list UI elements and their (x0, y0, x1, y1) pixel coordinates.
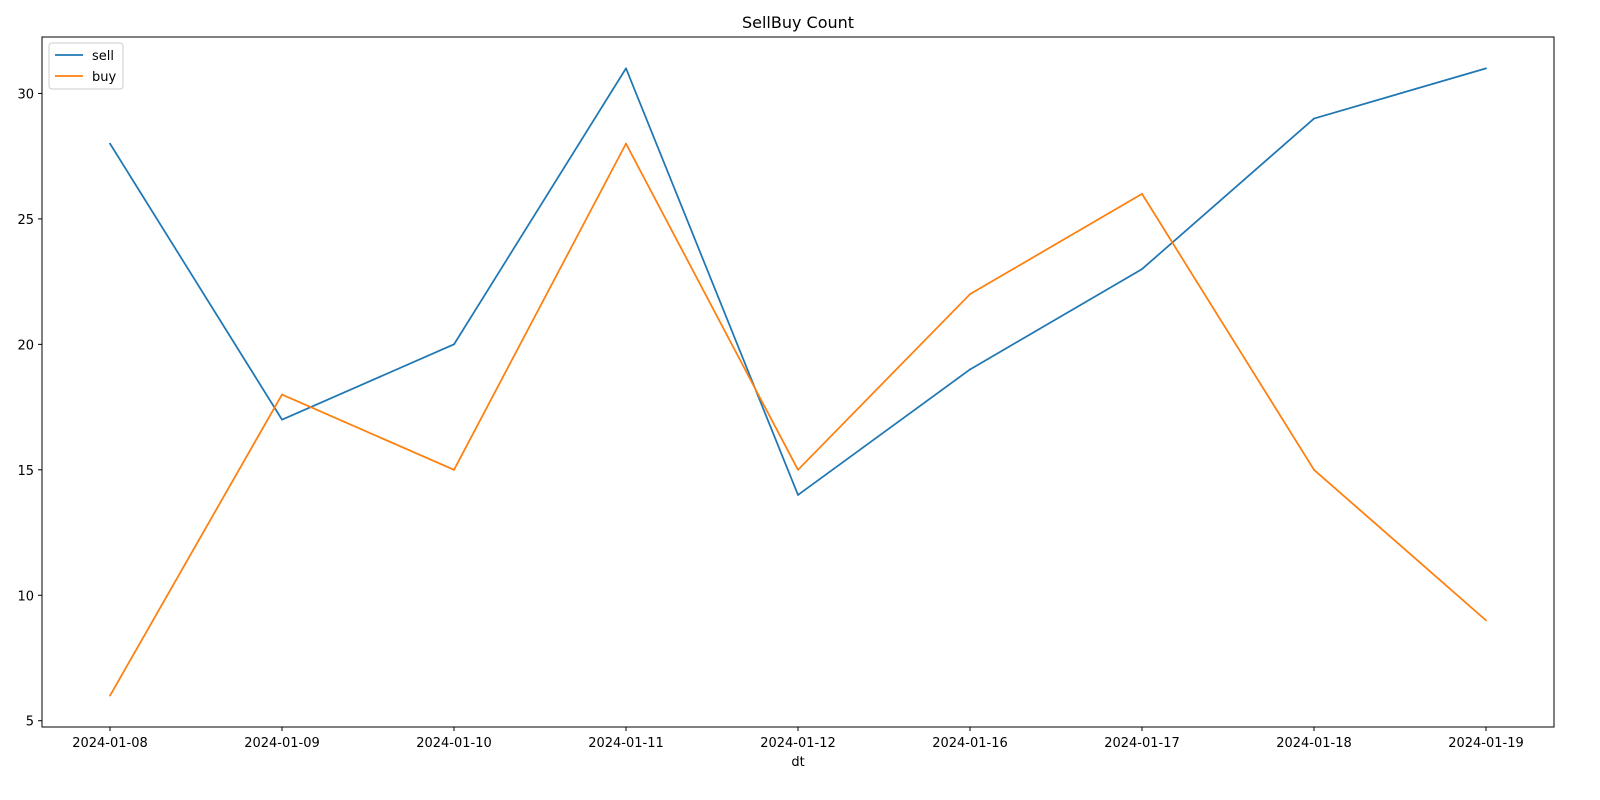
x-tick-label: 2024-01-11 (588, 736, 664, 751)
x-axis-label: dt (791, 755, 804, 770)
series-line-sell (109, 67, 1487, 496)
data-point-sell (109, 142, 111, 145)
data-point-sell (1313, 117, 1315, 120)
data-point-buy (625, 142, 627, 145)
chart-title: SellBuy Count (742, 13, 854, 32)
data-point-buy (1141, 192, 1143, 195)
x-axis: 2024-01-08 2024-01-09 2024-01-10 2024-01-11… (72, 727, 1524, 751)
legend-label-sell: sell (92, 49, 114, 64)
y-tick-label: 25 (17, 213, 34, 228)
y-tick-label: 5 (26, 715, 34, 730)
x-tick-label: 2024-01-10 (416, 736, 492, 751)
x-tick-label: 2024-01-09 (244, 736, 320, 751)
data-point-sell (281, 418, 283, 421)
data-point-sell (969, 368, 971, 371)
data-point-buy (797, 468, 799, 471)
plot-area (41, 36, 1555, 728)
data-point-sell (1485, 67, 1487, 70)
y-tick-label: 20 (17, 338, 34, 353)
data-point-sell (1141, 268, 1143, 270)
y-axis: 5 10 15 20 25 30 (17, 87, 42, 730)
legend: sell buy (48, 42, 124, 90)
x-tick-label: 2024-01-17 (1104, 736, 1180, 751)
legend-label-buy: buy (92, 70, 116, 85)
x-tick-label: 2024-01-19 (1448, 736, 1524, 751)
x-tick-label: 2024-01-08 (72, 736, 148, 751)
x-tick-label: 2024-01-12 (760, 736, 836, 751)
data-point-sell (453, 343, 455, 346)
y-tick-label: 15 (17, 464, 34, 479)
data-point-buy (969, 293, 971, 296)
data-point-buy (1485, 619, 1487, 622)
x-tick-label: 2024-01-18 (1276, 736, 1352, 751)
data-point-buy (1313, 468, 1315, 471)
y-tick-label: 10 (17, 589, 34, 604)
y-tick-label: 30 (17, 87, 34, 102)
data-point-sell (797, 494, 799, 496)
series-line-buy (109, 142, 1487, 697)
x-tick-label: 2024-01-16 (932, 736, 1008, 751)
data-point-sell (625, 67, 627, 70)
series-layer (109, 67, 1487, 697)
data-point-buy (281, 393, 283, 396)
data-point-buy (109, 694, 111, 697)
data-point-buy (453, 468, 455, 471)
